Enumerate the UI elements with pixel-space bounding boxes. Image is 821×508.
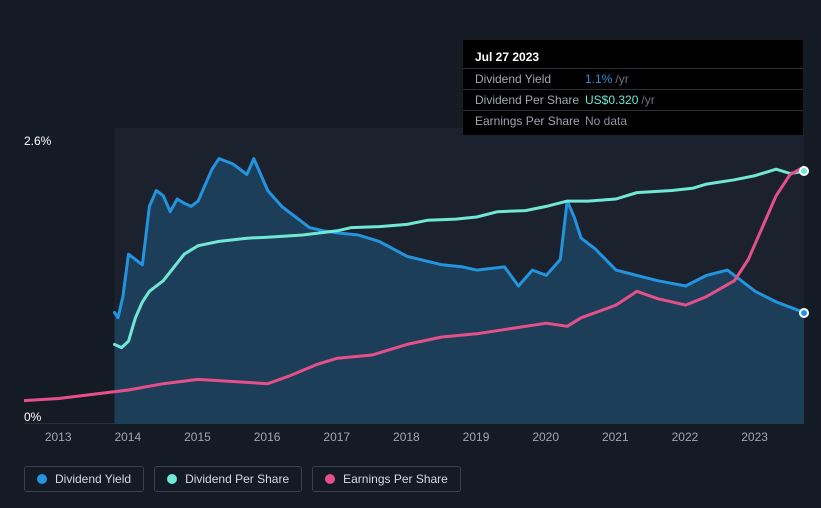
- x-tick-label: 2021: [602, 430, 629, 444]
- tooltip-value: 1.1%/yr: [585, 72, 629, 86]
- x-tick-label: 2022: [672, 430, 699, 444]
- x-tick-label: 2018: [393, 430, 420, 444]
- legend-item[interactable]: Dividend Yield: [24, 466, 144, 492]
- x-tick-label: 2014: [114, 430, 141, 444]
- tooltip-row: Dividend Per ShareUS$0.320/yr: [463, 89, 803, 110]
- chart-svg: [24, 128, 804, 424]
- x-tick-label: 2016: [254, 430, 281, 444]
- x-tick-label: 2013: [45, 430, 72, 444]
- legend-item[interactable]: Earnings Per Share: [312, 466, 461, 492]
- tooltip-label: Dividend Yield: [475, 72, 585, 86]
- legend-swatch: [37, 474, 47, 484]
- tooltip-suffix: /yr: [641, 93, 654, 107]
- legend: Dividend Yield Dividend Per Share Earnings…: [24, 466, 461, 492]
- tooltip-row: Earnings Per ShareNo data: [463, 110, 803, 131]
- x-tick-label: 2015: [184, 430, 211, 444]
- x-tick-label: 2020: [532, 430, 559, 444]
- legend-label: Dividend Yield: [55, 472, 131, 486]
- tooltip-row: Dividend Yield1.1%/yr: [463, 68, 803, 89]
- legend-swatch: [167, 474, 177, 484]
- legend-swatch: [325, 474, 335, 484]
- data-tooltip: Jul 27 2023 Dividend Yield1.1%/yrDividen…: [463, 40, 803, 135]
- x-tick-label: 2019: [463, 430, 490, 444]
- series-end-marker: [799, 308, 809, 318]
- tooltip-date: Jul 27 2023: [463, 48, 803, 68]
- tooltip-label: Earnings Per Share: [475, 114, 585, 128]
- x-tick-label: 2017: [323, 430, 350, 444]
- legend-item[interactable]: Dividend Per Share: [154, 466, 302, 492]
- legend-label: Dividend Per Share: [185, 472, 289, 486]
- x-tick-label: 2023: [741, 430, 768, 444]
- legend-label: Earnings Per Share: [343, 472, 448, 486]
- y-tick-label: 0%: [24, 410, 41, 424]
- y-tick-label: 2.6%: [24, 134, 51, 148]
- tooltip-value: US$0.320/yr: [585, 93, 655, 107]
- tooltip-value: No data: [585, 114, 627, 128]
- series-end-marker: [799, 166, 809, 176]
- tooltip-suffix: /yr: [615, 72, 628, 86]
- chart-plot[interactable]: Past 0%2.6% 2013201420152016201720182019…: [24, 128, 804, 424]
- tooltip-label: Dividend Per Share: [475, 93, 585, 107]
